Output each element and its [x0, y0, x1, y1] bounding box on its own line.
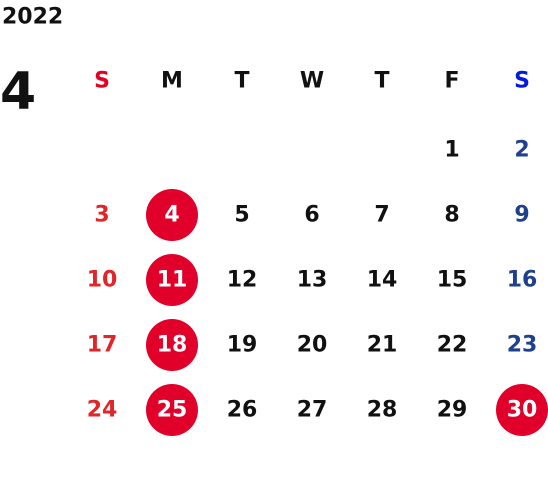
month: 4 [0, 62, 36, 122]
day-number: 1 [444, 138, 459, 163]
day-highlight [496, 384, 548, 436]
day-number: 14 [367, 268, 398, 293]
day-number: 17 [87, 333, 118, 358]
day-highlight [146, 189, 198, 241]
day-number: 21 [367, 333, 398, 358]
year: 2022 [2, 5, 63, 30]
weekday-header: F [444, 69, 459, 94]
day-number: 3 [94, 203, 109, 228]
weekday-header: W [300, 69, 324, 94]
weekday-header: S [514, 69, 530, 94]
day-number: 2 [514, 138, 529, 163]
day-number: 13 [297, 268, 328, 293]
day-number: 30 [507, 398, 538, 423]
weekday-header: T [374, 69, 389, 94]
day-highlight [146, 254, 198, 306]
weekday-header: T [234, 69, 249, 94]
day-number: 8 [444, 203, 459, 228]
day-number: 23 [507, 333, 538, 358]
day-number: 18 [157, 333, 188, 358]
day-number: 22 [437, 333, 468, 358]
day-number: 10 [87, 268, 118, 293]
day-number: 4 [164, 203, 179, 228]
weekday-header: S [94, 69, 110, 94]
day-number: 24 [87, 398, 118, 423]
day-highlight [146, 384, 198, 436]
day-number: 19 [227, 333, 258, 358]
day-number: 9 [514, 203, 529, 228]
day-number: 28 [367, 398, 398, 423]
day-number: 27 [297, 398, 328, 423]
day-number: 12 [227, 268, 258, 293]
day-number: 5 [234, 203, 249, 228]
day-number: 29 [437, 398, 468, 423]
day-number: 15 [437, 268, 468, 293]
day-number: 26 [227, 398, 258, 423]
weekday-header: M [161, 69, 183, 94]
day-highlight [146, 319, 198, 371]
day-number: 16 [507, 268, 538, 293]
day-number: 11 [157, 268, 188, 293]
day-number: 20 [297, 333, 328, 358]
day-number: 7 [374, 203, 389, 228]
day-number: 6 [304, 203, 319, 228]
day-number: 25 [157, 398, 188, 423]
